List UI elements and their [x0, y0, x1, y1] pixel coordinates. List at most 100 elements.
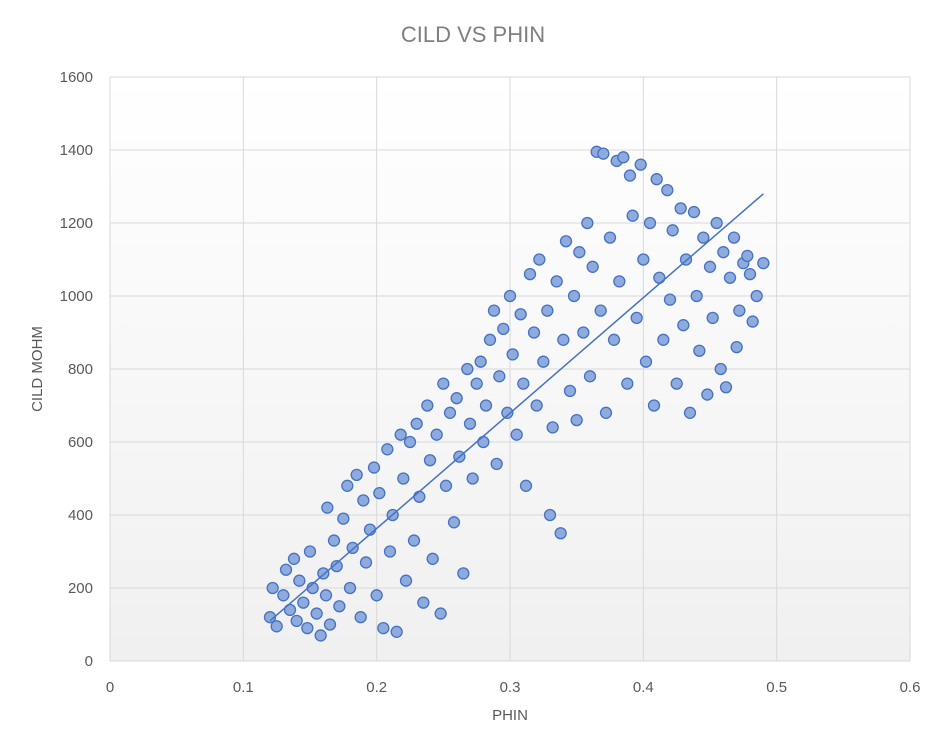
data-point: [570, 413, 583, 427]
data-point: [583, 370, 597, 383]
data-point: [457, 567, 470, 580]
y-tick-label: 400: [68, 507, 93, 524]
chart-title: CILD VS PHIN: [401, 22, 545, 47]
data-point: [650, 173, 663, 186]
y-axis-title: CILD MOHM: [29, 326, 46, 412]
data-point: [346, 541, 359, 554]
data-point: [563, 384, 577, 398]
data-point: [421, 399, 434, 412]
data-point: [683, 406, 697, 419]
data-point: [277, 589, 290, 602]
data-point: [543, 508, 557, 522]
data-point: [666, 224, 679, 237]
data-point: [263, 611, 277, 624]
data-point: [546, 421, 559, 434]
data-point: [503, 289, 517, 303]
data-point: [523, 267, 537, 281]
data-point: [293, 574, 306, 587]
y-tick-label: 0: [85, 653, 93, 670]
data-point: [474, 355, 487, 368]
data-point: [287, 552, 301, 565]
data-point: [410, 417, 423, 430]
gridlines: [109, 76, 911, 662]
data-points: [263, 145, 770, 642]
data-point: [357, 494, 370, 507]
data-point: [390, 625, 403, 638]
data-point: [586, 260, 599, 273]
data-point: [617, 151, 630, 164]
data-point: [373, 486, 386, 500]
data-point: [677, 319, 690, 332]
data-point: [607, 333, 621, 346]
data-point: [573, 246, 586, 259]
data-point: [567, 289, 581, 303]
data-point: [461, 362, 474, 376]
data-point: [413, 490, 426, 503]
data-point: [706, 311, 719, 325]
data-point: [533, 253, 546, 266]
data-point: [319, 589, 333, 602]
data-point: [297, 596, 310, 609]
data-point: [397, 472, 410, 485]
data-point: [359, 556, 373, 569]
data-point: [314, 629, 327, 642]
data-point: [310, 607, 323, 620]
x-tick-label: 0.2: [366, 679, 387, 696]
data-point: [430, 428, 443, 441]
data-point: [463, 417, 477, 430]
data-point: [501, 406, 514, 419]
data-point: [727, 231, 741, 244]
data-point: [477, 435, 490, 449]
data-point: [514, 308, 527, 321]
data-point: [550, 275, 563, 288]
data-point: [690, 289, 703, 303]
x-axis-title: PHIN: [492, 707, 528, 724]
data-point: [714, 362, 727, 376]
data-point: [327, 534, 341, 547]
data-point: [581, 216, 594, 230]
data-point: [370, 589, 383, 602]
x-tick-label: 0.4: [633, 679, 654, 696]
data-point: [621, 377, 634, 390]
data-point: [647, 399, 661, 412]
data-point: [537, 355, 550, 368]
data-point: [693, 344, 706, 357]
data-point: [746, 315, 759, 328]
data-point: [639, 355, 653, 368]
data-point: [439, 479, 453, 492]
data-point: [541, 304, 554, 317]
data-point: [670, 377, 683, 390]
data-point: [703, 260, 717, 273]
data-point: [643, 216, 657, 230]
data-point: [377, 622, 390, 635]
data-point: [661, 183, 674, 197]
data-point: [383, 545, 397, 558]
data-point: [663, 293, 677, 306]
data-point: [687, 205, 701, 219]
y-tick-label: 1000: [60, 288, 93, 305]
data-point: [527, 326, 541, 339]
data-point: [270, 620, 283, 633]
data-point: [350, 468, 363, 482]
x-tick-label: 0.6: [900, 679, 921, 696]
data-point: [730, 340, 743, 354]
y-tick-label: 800: [68, 361, 93, 378]
data-point: [403, 435, 417, 449]
y-tick-label: 200: [68, 580, 93, 597]
data-point: [701, 388, 714, 401]
data-point: [266, 581, 279, 595]
trendline: [269, 193, 764, 622]
data-point: [653, 271, 666, 284]
data-point: [394, 428, 407, 441]
data-point: [497, 322, 510, 336]
data-point: [333, 600, 346, 613]
data-point: [613, 275, 626, 288]
data-point: [323, 618, 337, 631]
data-point: [470, 377, 483, 390]
data-point: [733, 304, 746, 317]
data-point: [490, 457, 503, 471]
data-point: [321, 501, 334, 514]
data-point: [354, 611, 367, 624]
data-point: [517, 377, 530, 390]
